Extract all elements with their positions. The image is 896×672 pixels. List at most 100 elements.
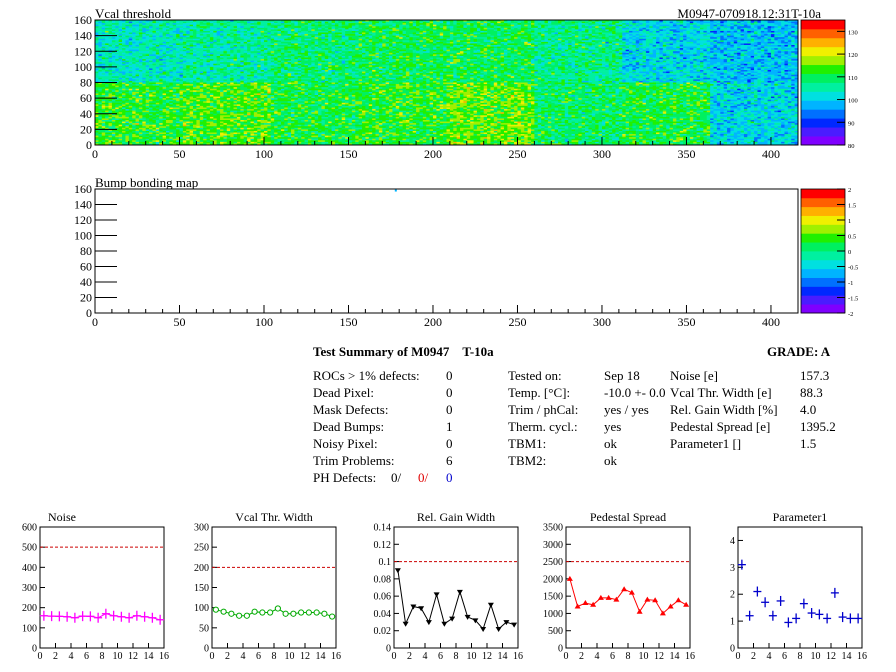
heatmap-cell <box>432 40 437 43</box>
heatmap-cell <box>439 23 444 26</box>
heatmap-cell <box>672 46 677 49</box>
heatmap-cell <box>95 20 99 22</box>
heatmap-cell <box>564 20 569 22</box>
heatmap-cell <box>138 49 143 52</box>
heatmap-cell <box>304 38 309 41</box>
heatmap-cell <box>98 38 103 41</box>
heatmap-cell <box>558 23 562 26</box>
heatmap-cell <box>287 40 292 43</box>
heatmap-cell <box>524 23 528 26</box>
heatmap-cell <box>476 24 481 27</box>
heatmap-cell <box>676 34 681 36</box>
heatmap-cell <box>693 35 697 38</box>
heatmap-cell <box>656 21 660 24</box>
heatmap-cell <box>142 37 147 40</box>
heatmap-cell <box>510 29 515 32</box>
heatmap-cell <box>196 32 201 35</box>
heatmap-cell <box>182 41 187 44</box>
heatmap-cell <box>490 46 495 49</box>
heatmap-cell <box>95 26 99 29</box>
heatmap-cell <box>122 21 126 24</box>
heatmap-cell <box>111 34 116 36</box>
heatmap-cell <box>270 40 275 43</box>
heatmap-cell <box>683 35 687 38</box>
heatmap-cell <box>392 26 397 29</box>
heatmap-cell <box>449 38 454 41</box>
heatmap-cell <box>794 48 799 51</box>
heatmap-cell <box>257 27 261 30</box>
heatmap-cell <box>334 45 339 47</box>
heatmap-cell <box>571 41 576 44</box>
heatmap-cell <box>199 24 204 27</box>
heatmap-cell <box>291 35 295 38</box>
heatmap-cell <box>730 43 735 46</box>
heatmap-cell <box>280 46 285 49</box>
heatmap-cell <box>716 29 721 32</box>
heatmap-cell <box>338 26 343 29</box>
heatmap-cell <box>412 30 417 33</box>
heatmap-cell <box>456 35 461 38</box>
heatmap-cell <box>537 27 542 30</box>
heatmap-cell <box>162 34 167 36</box>
heatmap-cell <box>605 32 610 35</box>
heatmap-cell <box>750 48 755 51</box>
heatmap-cell <box>223 40 228 43</box>
heatmap-cell <box>514 48 518 51</box>
heatmap-cell <box>294 46 299 49</box>
heatmap-cell <box>659 20 664 22</box>
heatmap-cell <box>574 46 579 49</box>
heatmap-cell <box>547 35 552 38</box>
heatmap-cell <box>639 48 643 51</box>
heatmap-cell <box>544 48 549 51</box>
heatmap-cell <box>588 23 593 26</box>
heatmap-cell <box>392 38 397 41</box>
heatmap-cell <box>615 24 620 27</box>
heatmap-cell <box>480 37 485 40</box>
heatmap-cell <box>118 40 123 43</box>
heatmap-cell <box>727 45 731 47</box>
heatmap-cell <box>686 43 691 46</box>
heatmap-cell <box>243 43 248 46</box>
heatmap-cell <box>558 32 562 35</box>
heatmap-cell <box>402 43 407 46</box>
heatmap-cell <box>334 37 339 40</box>
heatmap-cell <box>635 45 640 47</box>
heatmap-cell <box>787 37 792 40</box>
heatmap-cell <box>149 45 153 47</box>
heatmap-cell <box>689 24 694 27</box>
heatmap-cell <box>794 32 799 35</box>
heatmap-cell <box>115 48 120 51</box>
heatmap-cell <box>135 45 140 47</box>
heatmap-cell <box>389 21 393 24</box>
heatmap-cell <box>460 29 464 32</box>
heatmap-cell <box>449 21 454 24</box>
heatmap-cell <box>527 30 532 33</box>
heatmap-cell <box>615 20 620 22</box>
heatmap-cell <box>362 29 366 32</box>
heatmap-cell <box>247 21 251 24</box>
heatmap-cell <box>355 38 359 41</box>
heatmap-cell <box>456 40 461 43</box>
heatmap-cell <box>230 29 234 32</box>
heatmap-cell <box>135 48 140 51</box>
heatmap-cell <box>236 37 241 40</box>
heatmap-cell <box>209 23 214 26</box>
heatmap-cell <box>531 48 535 51</box>
heatmap-cell <box>449 48 454 51</box>
heatmap-cell <box>629 38 633 41</box>
heatmap-cell <box>706 41 711 44</box>
heatmap-cell <box>727 38 731 41</box>
heatmap-cell <box>551 41 555 44</box>
heatmap-cell <box>683 20 687 22</box>
heatmap-cell <box>591 30 596 33</box>
heatmap-cell <box>608 40 613 43</box>
heatmap-cell <box>446 41 451 44</box>
heatmap-cell <box>243 34 248 36</box>
heatmap-cell <box>439 32 444 35</box>
heatmap-cell <box>497 37 501 40</box>
heatmap-cell <box>108 30 113 33</box>
heatmap-cell <box>331 27 336 30</box>
heatmap-cell <box>287 30 292 33</box>
heatmap-cell <box>105 27 109 30</box>
heatmap-cell <box>189 34 194 36</box>
